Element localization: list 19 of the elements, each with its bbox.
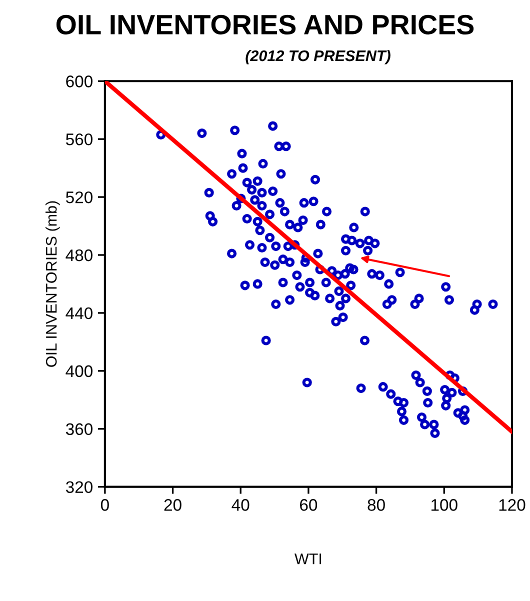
y-tick-label: 600 bbox=[66, 76, 92, 88]
x-tick-label: 120 bbox=[499, 499, 526, 511]
y-tick-label: 360 bbox=[66, 423, 92, 436]
y-tick-label: 440 bbox=[66, 307, 92, 320]
y-tick-label: 560 bbox=[66, 133, 92, 146]
x-tick-label: 100 bbox=[432, 499, 458, 511]
x-tick-label: 20 bbox=[164, 499, 182, 511]
y-tick-label: 520 bbox=[66, 191, 92, 204]
y-axis-title: OIL INVENTORIES (mb) bbox=[46, 201, 60, 367]
chart-subtitle: (2012 TO PRESENT) bbox=[246, 50, 390, 64]
y-tick-label: 480 bbox=[66, 249, 92, 262]
y-tick-label: 320 bbox=[66, 481, 92, 494]
chart-title: OIL INVENTORIES AND PRICES bbox=[56, 14, 474, 34]
x-tick-label: 80 bbox=[368, 499, 385, 511]
y-tick-label: 400 bbox=[66, 365, 92, 378]
x-tick-label: 0 bbox=[100, 499, 109, 511]
x-tick-label: 60 bbox=[300, 499, 318, 511]
x-axis-title: WTI bbox=[294, 554, 322, 564]
x-tick-label: 40 bbox=[232, 499, 250, 511]
